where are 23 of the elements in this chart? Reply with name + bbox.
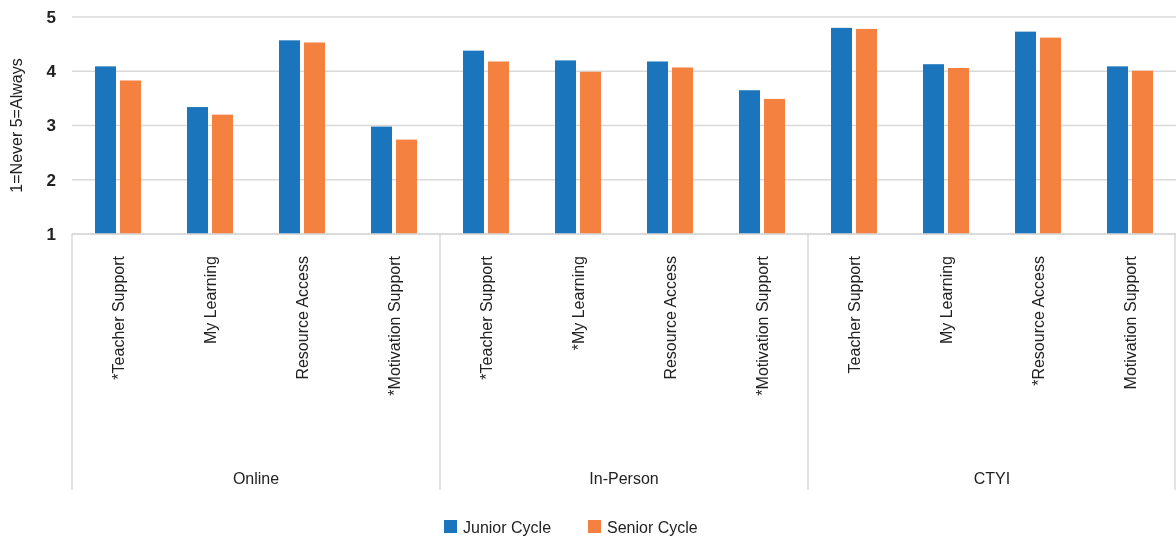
y-tick-label: 1 [46,224,56,244]
legend-label: Junior Cycle [463,518,552,536]
x-tick-label: *Motivation Support [385,255,403,396]
y-tick-label: 3 [46,116,56,136]
x-tick-label: Resource Access [661,256,679,380]
x-tick-label: *Motivation Support [753,255,771,396]
y-tick-label: 2 [46,170,56,190]
x-tick-label: *Teacher Support [477,255,495,380]
x-tick-label: My Learning [937,256,955,345]
y-tick-label: 5 [46,7,56,27]
text: CTYI [973,469,1011,487]
y-tick-label: 4 [46,62,57,82]
text: Online [232,469,280,487]
x-tick-label: *My Learning [569,256,587,351]
x-tick-label: *Teacher Support [109,255,127,380]
legend-label: Senior Cycle [607,518,698,536]
text: In-Person [589,469,659,487]
x-tick-label: Motivation Support [1121,255,1139,390]
x-tick-label: Resource Access [293,256,311,380]
x-tick-label: My Learning [201,256,219,345]
y-axis-title: 1=Never 5=Always [8,58,25,193]
x-tick-label: *Resource Access [1029,256,1047,386]
x-tick-label: Teacher Support [845,255,863,374]
